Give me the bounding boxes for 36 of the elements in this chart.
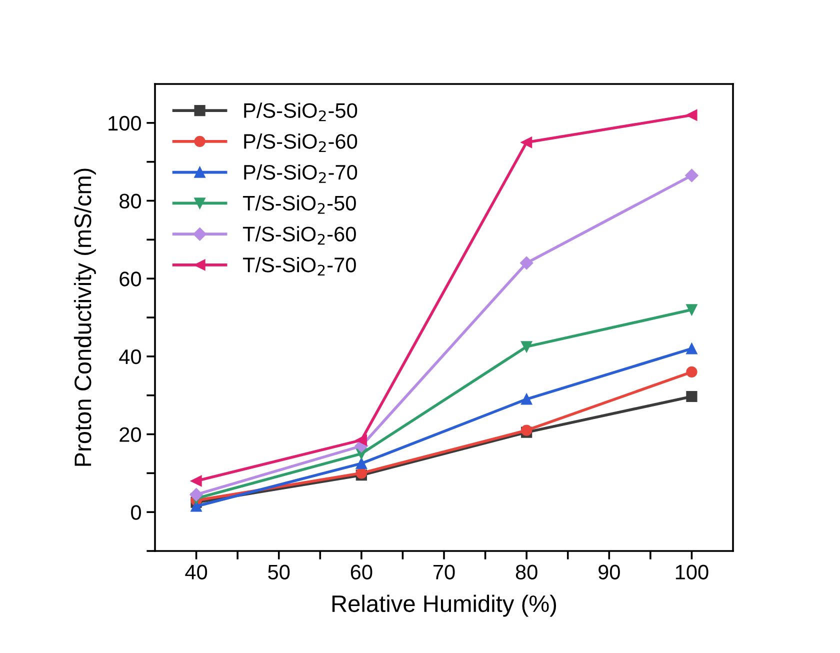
point — [190, 475, 202, 487]
point — [190, 500, 202, 512]
point — [686, 390, 698, 402]
point — [520, 256, 534, 270]
x-tick-label: 40 — [185, 564, 208, 580]
point — [521, 136, 532, 148]
legend-label: T/S-SiO$_{2}$-70 — [242, 257, 356, 276]
point — [356, 434, 367, 446]
point — [521, 394, 532, 405]
point — [685, 168, 698, 182]
legend-label: P/S-SiO$_{2}$-70 — [244, 164, 358, 183]
point — [686, 366, 698, 378]
legend-label: P/S-SiO$_{2}$-50 — [244, 102, 358, 122]
legend-label: T/S-SiO$_{2}$-60 — [242, 226, 356, 245]
x-tick-label: 100 — [676, 564, 708, 580]
point — [686, 110, 698, 121]
y-tick-label: 20 — [120, 427, 141, 442]
x-tick-label: 70 — [433, 564, 455, 580]
y-tick-label: 40 — [119, 349, 141, 364]
point — [356, 458, 367, 469]
x-axis-title: Relative Humidity (%) — [332, 594, 556, 617]
x-tick-label: 50 — [268, 564, 290, 580]
y-tick-label: 60 — [120, 272, 141, 286]
x-tick-label: 90 — [598, 564, 620, 580]
point — [521, 341, 532, 352]
point — [686, 343, 698, 354]
point — [686, 304, 698, 316]
x-tick-label: 60 — [350, 564, 372, 580]
y-axis-title: Proton Conductivity (mS/cm) — [74, 168, 96, 466]
y-tick-label: 80 — [120, 194, 141, 209]
y-tick-label: 100 — [108, 116, 141, 131]
legend-label: T/S-SiO$_{2}$-50 — [242, 195, 356, 214]
y-tick-label: 0 — [131, 505, 141, 520]
point — [190, 488, 203, 502]
legend-label: P/S-SiO$_{2}$-60 — [244, 134, 358, 152]
x-tick-label: 80 — [516, 564, 538, 580]
